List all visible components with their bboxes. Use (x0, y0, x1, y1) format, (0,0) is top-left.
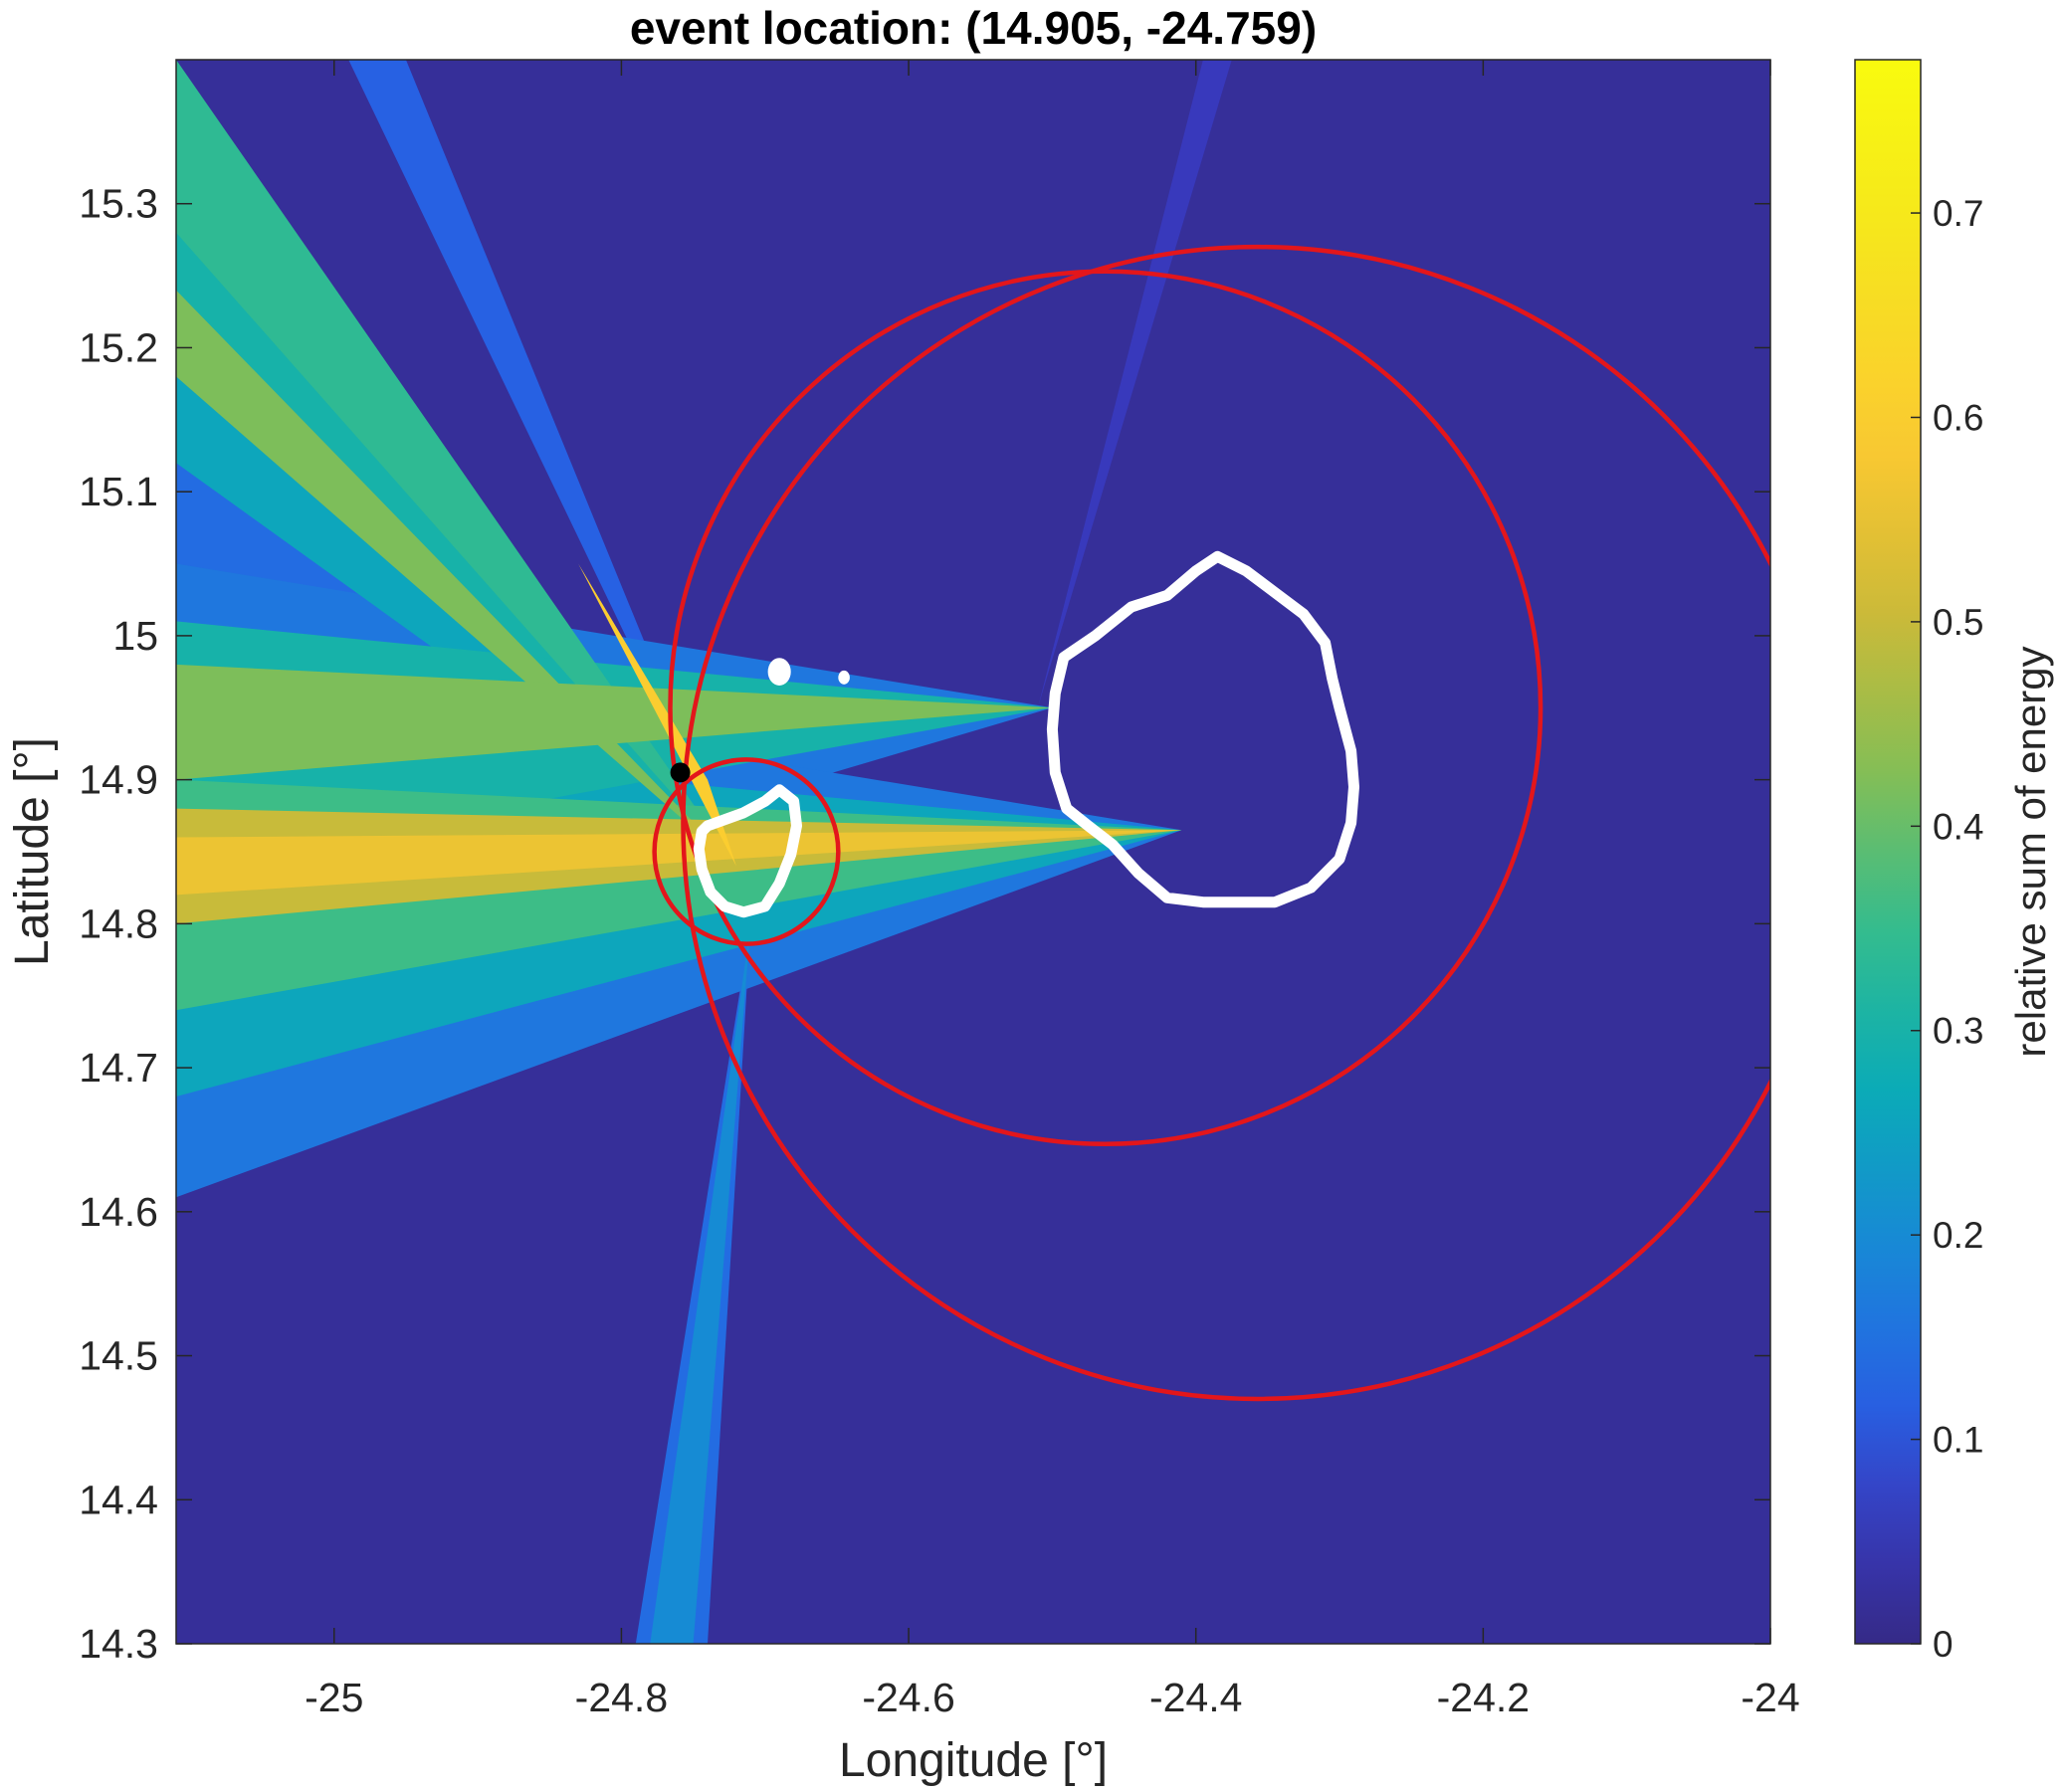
islet-0 (767, 658, 791, 686)
colorbar-tick-label: 0.3 (1933, 1011, 1983, 1052)
range-circle-0 (652, 757, 841, 946)
range-circle-2 (681, 245, 1770, 1402)
colorbar-tick-label: 0.4 (1933, 806, 1983, 847)
y-tick-label: 14.5 (79, 1333, 158, 1379)
y-axis: 14.3 14.4 14.5 14.6 14.7 14.8 14.9 15 15.1 15.2 15… (79, 181, 1770, 1667)
energy-beams (176, 60, 1232, 1644)
y-axis-label: Latitude [°] (6, 737, 59, 966)
island-outlines (693, 550, 1359, 918)
y-tick-label: 14.6 (79, 1189, 158, 1235)
range-circle-1 (668, 269, 1543, 1147)
x-tick-label: -24.4 (1149, 1675, 1242, 1720)
energy-beam-18 (578, 563, 736, 867)
y-tick-label: 14.4 (79, 1477, 158, 1522)
colorbar: 0 0.1 0.2 0.3 0.4 0.5 0.6 0.7 relative sum of e… (1854, 59, 2054, 1665)
plot-frame (175, 59, 1771, 1645)
colorbar-tick-label: 0.2 (1933, 1215, 1983, 1256)
x-tick-label: -24.6 (862, 1675, 954, 1720)
x-axis-label: Longitude [°] (839, 1734, 1108, 1787)
y-tick-label: 14.8 (79, 900, 158, 946)
y-tick-label: 14.9 (79, 757, 158, 803)
colorbar-ticks: 0 0.1 0.2 0.3 0.4 0.5 0.6 0.7 (1911, 193, 1983, 1665)
energy-beam-0 (1037, 60, 1232, 708)
energy-beam-15 (176, 664, 1053, 780)
energy-beam-3 (635, 923, 751, 1644)
y-tick-label: 15.1 (79, 469, 158, 514)
event-marker (670, 762, 691, 783)
plot-area (176, 60, 1770, 1644)
island-outline-1 (1046, 550, 1359, 908)
x-tick-label: -24 (1741, 1675, 1799, 1720)
colorbar-tick-label: 0.6 (1933, 397, 1983, 438)
energy-beam-6 (650, 923, 751, 1644)
colorbar-tick-label: 0 (1933, 1624, 1954, 1665)
y-tick-label: 14.7 (79, 1045, 158, 1091)
chart-title: event location: (14.905, -24.759) (630, 2, 1317, 54)
x-tick-label: -24.8 (575, 1675, 668, 1720)
energy-beam-12 (176, 60, 736, 867)
colorbar-label: relative sum of energy (2007, 646, 2054, 1057)
islet-1 (838, 670, 850, 685)
colorbar-tick-label: 0.5 (1933, 602, 1983, 643)
x-tick-label: -24.2 (1437, 1675, 1530, 1720)
colorbar-tick-label: 0.7 (1933, 193, 1983, 234)
y-tick-label: 14.3 (79, 1621, 158, 1667)
island-outline-0 (693, 784, 802, 918)
event-marker-group (670, 762, 691, 783)
energy-beam-17 (176, 830, 1182, 896)
y-tick-label: 15.2 (79, 324, 158, 370)
colorbar-tick-label: 0.1 (1933, 1420, 1983, 1461)
range-circles (652, 245, 1770, 1402)
y-tick-label: 15.3 (79, 181, 158, 227)
colorbar-bar (1854, 59, 1922, 1645)
x-axis: -25 -24.8 -24.6 -24.4 -24.2 -24 (305, 60, 1800, 1720)
x-tick-label: -25 (305, 1675, 363, 1720)
y-tick-label: 15 (112, 613, 158, 659)
